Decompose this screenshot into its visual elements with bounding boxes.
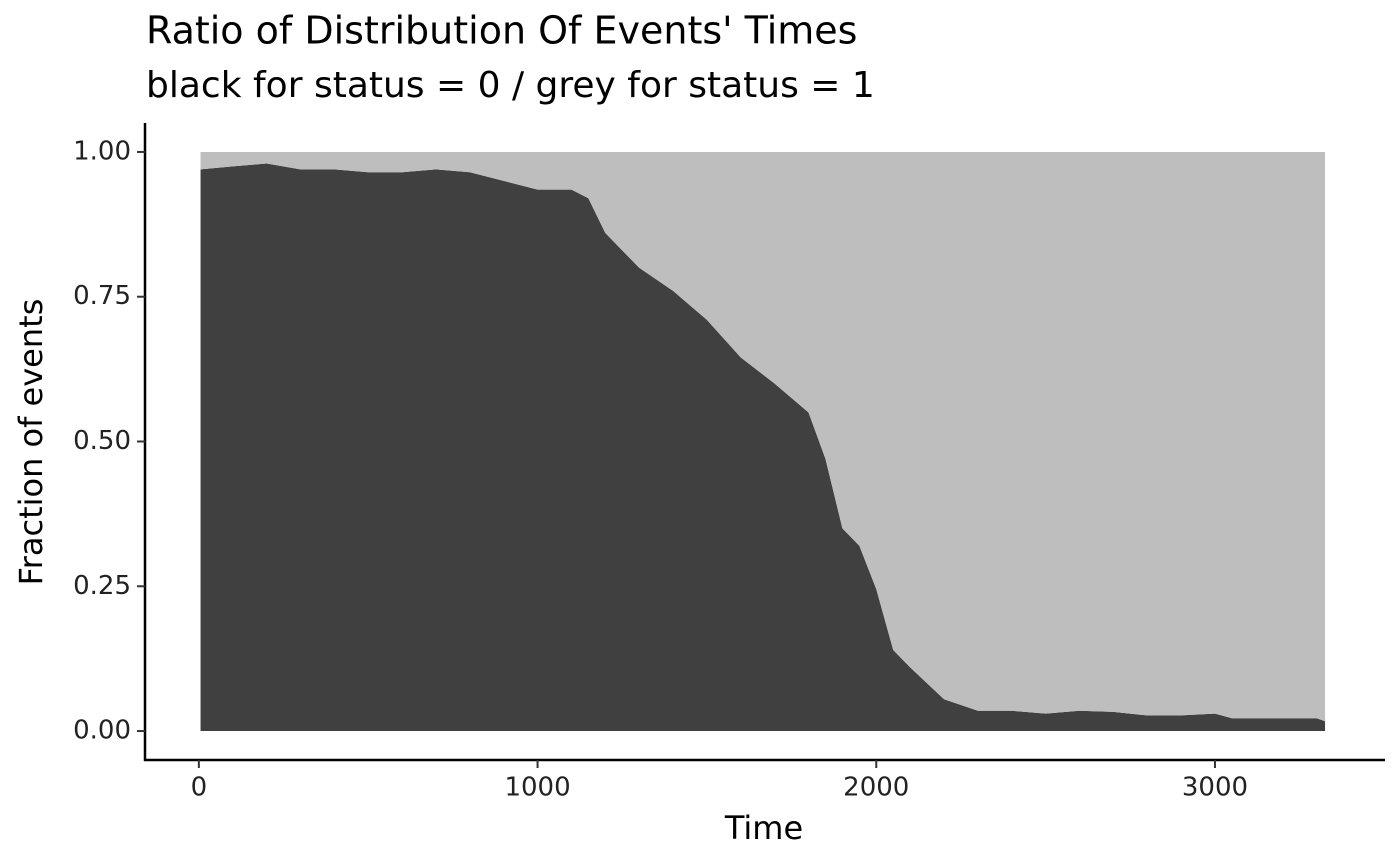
y-tick-label: 0.75 — [73, 281, 131, 311]
area — [200, 151, 1326, 722]
area — [200, 163, 1326, 732]
chart-subtitle: black for status = 0 / grey for status =… — [146, 65, 875, 106]
y-tick-label: 1.00 — [73, 136, 131, 166]
y-tick-label: 0.50 — [73, 426, 131, 456]
x-axis-label: Time — [724, 809, 803, 847]
chart-title: Ratio of Distribution Of Events' Times — [146, 9, 857, 53]
x-tick-label: 0 — [191, 773, 208, 803]
x-tick-label: 1000 — [504, 773, 570, 803]
y-axis-label: Fraction of events — [12, 299, 50, 586]
x-tick-label: 2000 — [843, 773, 909, 803]
y-tick-label: 0.00 — [73, 716, 131, 746]
y-tick-label: 0.25 — [73, 571, 131, 601]
x-tick-label: 3000 — [1182, 773, 1248, 803]
